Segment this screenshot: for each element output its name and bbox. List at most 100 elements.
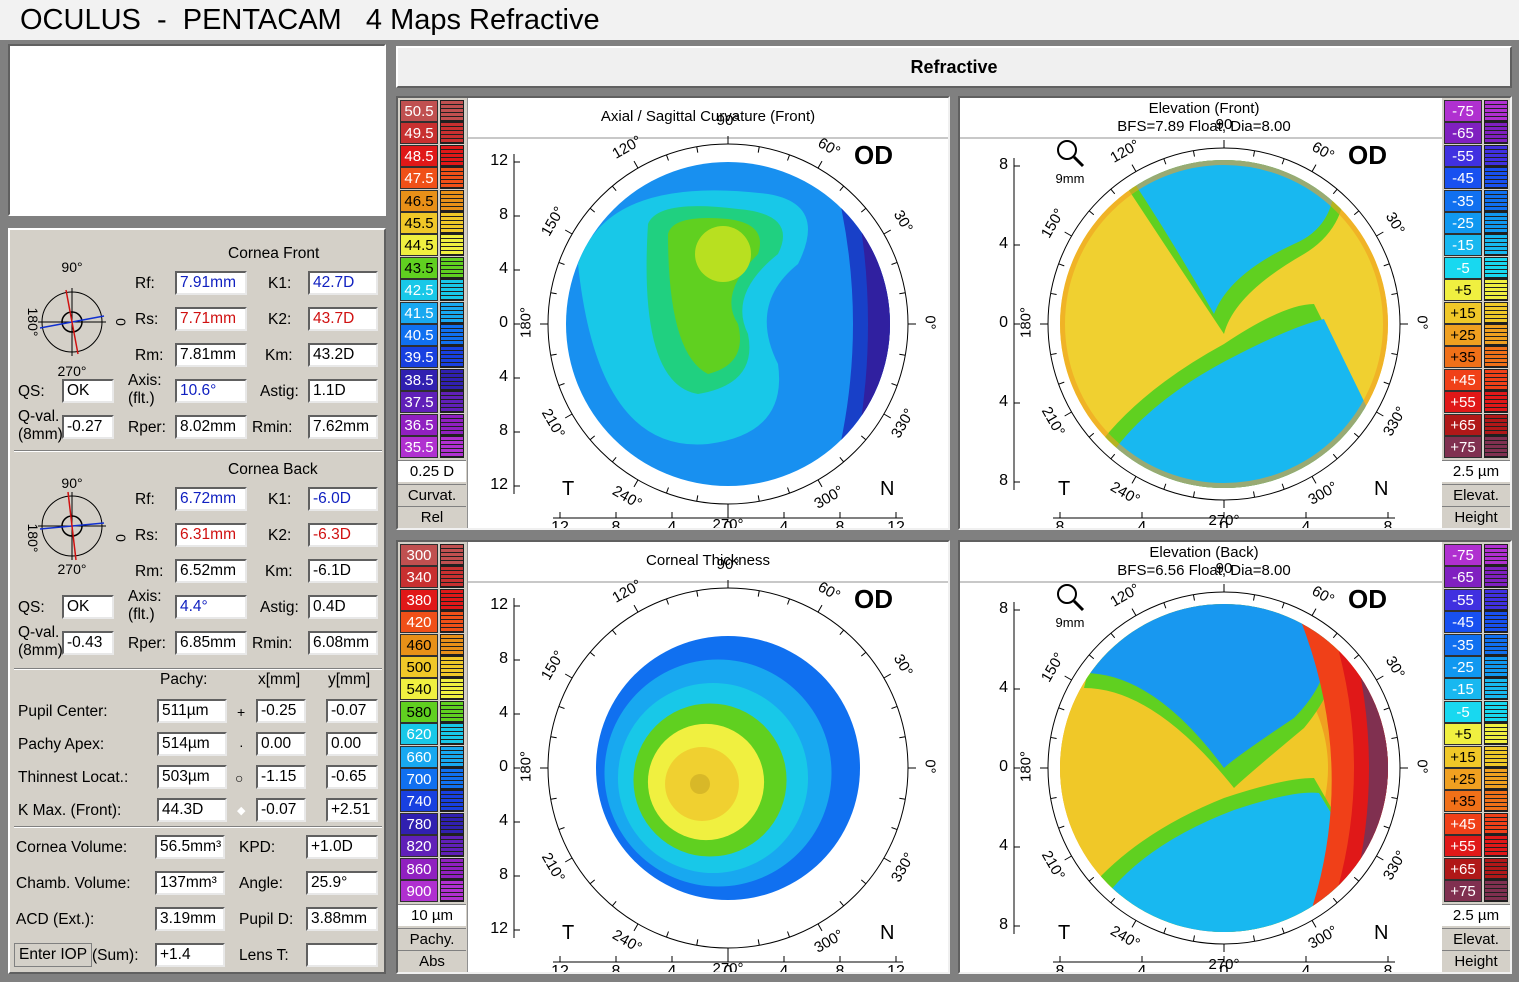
x-axis-tick: 12 [551, 519, 569, 530]
scale-value: +65 [1444, 857, 1482, 880]
elevation-front-map-panel[interactable]: 8 4 0 4 8 8 4 0 4 8 -75 -65 -55 -45 -35 -25 -15 -5 +5 +15 +2… [958, 96, 1512, 530]
axis-label: Axis: [128, 372, 162, 389]
scale-swatch [1484, 745, 1508, 768]
scale-value: -15 [1444, 678, 1482, 701]
cornea-back-heading: Cornea Back [228, 461, 318, 478]
zoom-control[interactable]: 9mm [1052, 582, 1088, 630]
scale-value: +55 [1444, 835, 1482, 858]
scale-swatch [440, 167, 464, 190]
scale-swatch [1484, 301, 1508, 324]
scale-value: 860 [400, 857, 438, 880]
degree-label-0: 0° [921, 315, 939, 330]
scale-swatch [440, 189, 464, 212]
scale-swatch [1484, 144, 1508, 167]
color-scale: -75 -65 -55 -45 -35 -25 -15 -5 +5 +15 +25 +35 +45 +55… [1442, 542, 1510, 972]
temporal-label: T [1058, 478, 1071, 500]
angle-value: 25.9° [306, 871, 378, 895]
pachy-apex-label: Pachy Apex: [18, 736, 105, 753]
x-axis-tick: 8 [1383, 963, 1393, 974]
scale-value: +55 [1444, 391, 1482, 414]
scale-swatch [440, 234, 464, 257]
scale-swatch [1484, 391, 1508, 414]
scale-value: +25 [1444, 768, 1482, 790]
scale-value: 47.5 [400, 167, 438, 190]
map-contour [1060, 160, 1388, 488]
y-axis-tick: 8 [499, 422, 508, 439]
qval-label: Q-val. [18, 624, 60, 641]
pupil-d-label: Pupil D: [239, 911, 294, 928]
magnifier-icon[interactable] [1055, 582, 1085, 612]
corneal-thickness-map-panel[interactable]: 12 8 4 0 4 8 12 12 8 4 0 4 8 12 300 340 380 420 460 500 540 5… [396, 540, 950, 974]
scale-mode[interactable]: Rel [398, 506, 466, 528]
nasal-label: N [880, 478, 895, 500]
scale-value: 620 [400, 723, 438, 746]
scale-swatch [440, 633, 464, 656]
scale-value: 41.5 [400, 301, 438, 324]
y-axis-tick: 4 [999, 679, 1008, 696]
scale-swatch [1484, 566, 1508, 589]
rmin-label: Rmin: [252, 419, 293, 436]
scale-value: 46.5 [400, 189, 438, 212]
scale-value: +75 [1444, 880, 1482, 902]
rper-label: Rper: [128, 419, 166, 436]
scale-value: +35 [1444, 790, 1482, 813]
y-axis-tick: 4 [499, 704, 508, 721]
scale-swatch [440, 656, 464, 678]
degree-label-270: 270° [1208, 512, 1240, 529]
x-axis-tick: 8 [1055, 519, 1065, 530]
scale-swatch [440, 256, 464, 279]
scale-value: 39.5 [400, 346, 438, 369]
magnifier-icon[interactable] [1055, 138, 1085, 168]
compass-270-label: 270° [58, 363, 87, 379]
nasal-label: N [1374, 922, 1389, 944]
scale-value: 42.5 [400, 279, 438, 302]
scale-swatch [440, 391, 464, 414]
scale-step: 2.5 µm [1442, 460, 1510, 482]
scale-mode[interactable]: Abs [398, 950, 466, 972]
scale-value: 540 [400, 678, 438, 701]
divider [14, 450, 382, 452]
scale-swatch [1484, 678, 1508, 701]
zoom-control[interactable]: 9mm [1052, 138, 1088, 186]
scale-value: 380 [400, 588, 438, 611]
compass-0-label: 0 [113, 318, 126, 326]
compass-90-label: 90° [61, 476, 82, 491]
degree-label-180: 180° [517, 306, 535, 339]
scale-swatch [1484, 812, 1508, 835]
scale-value: -5 [1444, 700, 1482, 723]
axial-curvature-map-panel[interactable]: 12 8 4 0 4 8 12 12 8 4 0 4 8 12 50.5 49.5 48.5 47.5 46.5 45… [396, 96, 950, 530]
k-max-value: 44.3D [157, 798, 227, 822]
scale-value: 300 [400, 544, 438, 566]
scale-swatch [440, 857, 464, 880]
km-label: Km: [265, 347, 293, 364]
y-axis-tick: 8 [999, 600, 1008, 617]
scale-swatch [440, 880, 464, 902]
kpd-label: KPD: [239, 839, 276, 856]
k-max-x: -0.07 [256, 798, 306, 822]
scale-value: 36.5 [400, 413, 438, 436]
scale-value: -15 [1444, 234, 1482, 257]
pachy-apex-pachy: 514µm [157, 732, 227, 756]
scale-swatch [1484, 611, 1508, 634]
back-qval-value: -0.43 [62, 631, 114, 655]
elevation-back-map-panel[interactable]: 8 4 0 4 8 8 4 0 4 8 -75 -65 -55 -45 -35 -25 -15 -5 +5 +15 +2… [958, 540, 1512, 974]
map-canvas [960, 581, 1442, 963]
scale-swatch [1484, 234, 1508, 257]
zoom-label: 9mm [1055, 615, 1085, 630]
lens-t-field[interactable] [306, 943, 378, 967]
refractive-header[interactable]: Refractive [396, 46, 1512, 88]
scale-mode[interactable]: Height [1442, 506, 1510, 528]
y-axis-tick: 8 [499, 866, 508, 883]
nasal-label: N [880, 922, 895, 944]
scale-value: 740 [400, 790, 438, 813]
scale-step: 0.25 D [398, 460, 466, 482]
y-col-header: y[mm] [328, 671, 371, 688]
km-label: Km: [265, 563, 293, 580]
degree-label-90: 90 [1215, 116, 1233, 133]
enter-iop-button[interactable]: Enter IOP [14, 943, 93, 967]
scale-swatch [1484, 723, 1508, 746]
x-axis-tick: 4 [667, 519, 677, 530]
scale-mode[interactable]: Height [1442, 950, 1510, 972]
scale-step: 10 µm [398, 904, 466, 926]
scale-swatch [440, 566, 464, 589]
